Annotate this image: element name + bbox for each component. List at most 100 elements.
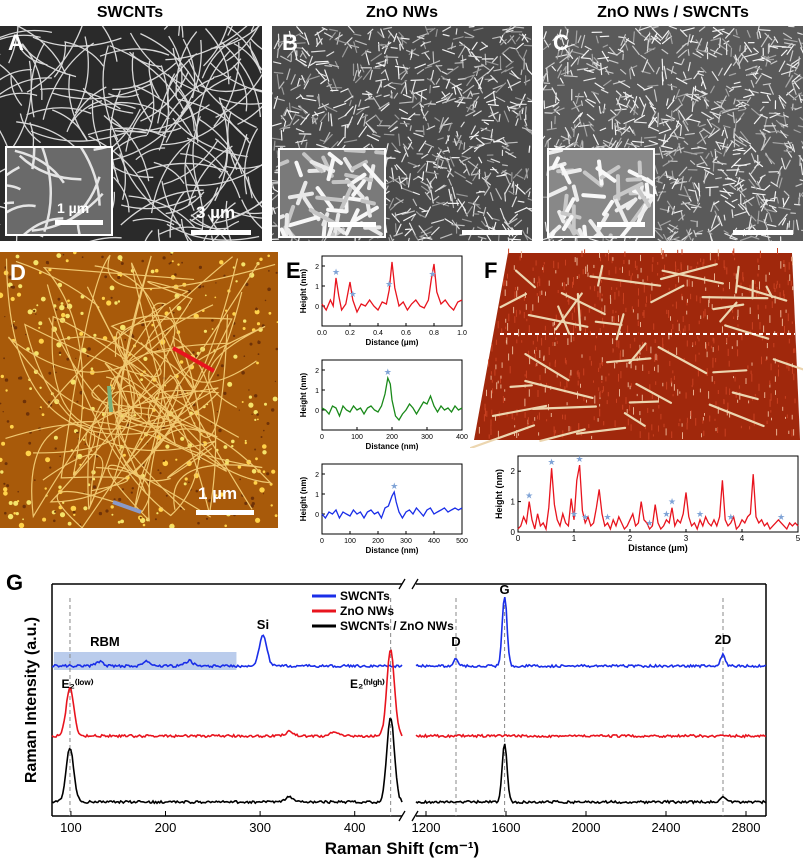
particle [33, 260, 39, 266]
nanowire [407, 141, 413, 150]
nanowire [762, 195, 768, 206]
nanowire [693, 182, 701, 193]
nanowire [316, 96, 321, 105]
nanowire [762, 128, 771, 133]
nanowire [552, 35, 558, 42]
nanowire [520, 69, 523, 76]
nanowire [466, 74, 475, 87]
nanowire [800, 162, 803, 176]
nanowire [310, 50, 326, 53]
particle [232, 312, 236, 316]
nanowire [295, 139, 308, 144]
nanowire [460, 157, 471, 163]
nanowire [375, 78, 387, 82]
nanotube-3d [524, 379, 594, 399]
nanowire [697, 70, 705, 73]
nanowire [784, 42, 796, 46]
nanowire [543, 135, 546, 140]
nanowire [294, 113, 303, 118]
particle [241, 401, 244, 403]
particle [1, 441, 6, 446]
pit [174, 273, 177, 276]
particle [18, 284, 23, 289]
nanowire [299, 58, 307, 63]
nanowire [732, 34, 740, 39]
particle [36, 304, 39, 307]
pit [118, 497, 122, 502]
nanowire [764, 154, 775, 165]
nanowire [677, 111, 681, 120]
nanowire [314, 111, 319, 117]
nanowire [677, 49, 687, 58]
nanowire [637, 160, 643, 176]
nanowire [691, 238, 694, 241]
nanowire [768, 212, 773, 223]
nanowire [742, 101, 750, 106]
nanowire [698, 123, 706, 128]
nanowire [495, 188, 502, 200]
particle [80, 311, 84, 315]
inset-scalebar-c [597, 222, 645, 227]
nanowire [470, 172, 481, 176]
nanotube-3d [560, 291, 606, 316]
x-tick-label: 0 [320, 538, 324, 545]
nanowire [696, 134, 709, 145]
nanowire [330, 232, 336, 236]
nanowire [354, 75, 363, 84]
nanowire [593, 57, 600, 65]
nanowire [509, 213, 518, 223]
nanotube [249, 41, 262, 71]
nanowire [511, 106, 521, 112]
nanowire [334, 60, 340, 70]
particle [248, 402, 254, 408]
nanowire [393, 92, 399, 99]
nanowire [445, 135, 450, 145]
nanowire [600, 89, 609, 94]
nanowire [368, 31, 372, 41]
nanotube [58, 336, 257, 515]
nanowire [417, 236, 432, 241]
nanowire [461, 146, 473, 155]
nanowire [623, 38, 629, 51]
nanotube-3d [539, 428, 586, 442]
pit [53, 519, 56, 523]
nanotube [89, 236, 122, 241]
nanowire [657, 175, 660, 184]
nanowire [566, 51, 569, 61]
nanowire [300, 134, 306, 145]
nanowire [515, 183, 519, 195]
particle [232, 266, 235, 269]
nanotube [153, 161, 185, 185]
afm-image-d: D 1 µm [0, 252, 278, 528]
nanowire [426, 160, 436, 163]
nanowire [785, 75, 794, 87]
nanotube [21, 43, 43, 100]
plot-frame [321, 463, 463, 535]
nanowire [426, 178, 433, 189]
peak-star: ★ [332, 267, 340, 277]
nanowire [673, 131, 679, 140]
nanotube [212, 220, 240, 241]
particle [223, 445, 228, 449]
nanowire [778, 94, 787, 104]
nanowire [783, 142, 789, 150]
nanowire [421, 50, 430, 55]
nanowire [791, 103, 794, 111]
nanowire [670, 110, 673, 122]
plot-frame [321, 255, 463, 327]
nanowire [794, 106, 802, 111]
nanowire [602, 139, 615, 146]
nanowire [673, 238, 683, 241]
nanowire [731, 198, 738, 203]
nanotube [42, 42, 95, 120]
nanowire [473, 201, 481, 210]
nanotube [227, 26, 233, 36]
nanowire [448, 122, 452, 132]
particle [231, 439, 235, 444]
nanowire [431, 226, 440, 236]
pit [254, 448, 257, 451]
nanowire [678, 98, 683, 106]
nanowire [653, 89, 658, 102]
nanowire [663, 174, 675, 178]
